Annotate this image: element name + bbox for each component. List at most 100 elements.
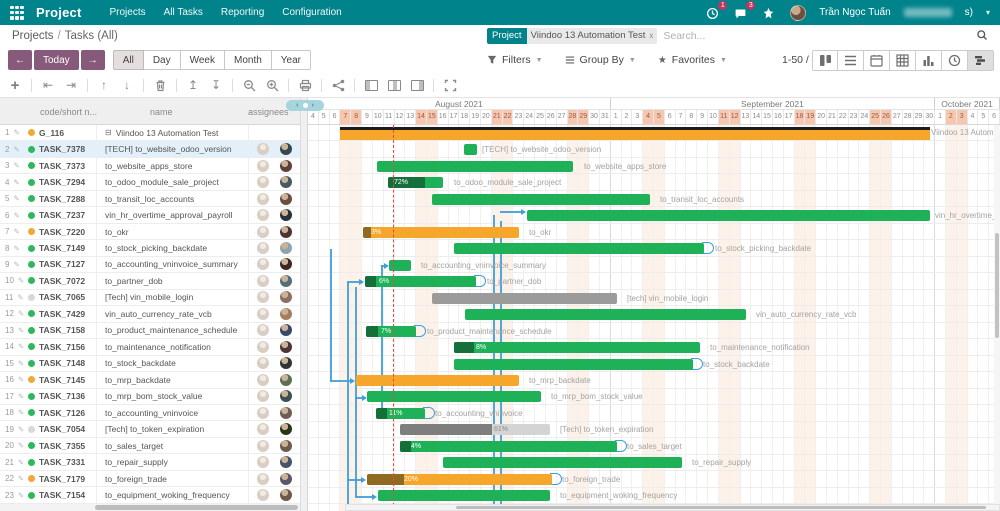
range-month-button[interactable]: Month [225, 50, 272, 70]
gantt-bar[interactable] [367, 391, 541, 403]
search-input[interactable]: Search... [663, 30, 706, 42]
gantt-bar[interactable] [465, 309, 746, 321]
assignee-avatar[interactable] [257, 406, 269, 419]
assignee-avatar[interactable] [280, 456, 292, 469]
assignee-avatar[interactable] [280, 209, 292, 222]
gantt-bar[interactable] [367, 473, 552, 485]
assignee-avatar[interactable] [257, 472, 269, 485]
assignee-avatar[interactable] [280, 472, 292, 485]
edit-pencil-icon[interactable]: ✎ [17, 457, 25, 467]
range-all-button[interactable]: All [112, 50, 144, 70]
assignee-avatar[interactable] [280, 439, 292, 452]
gantt-bar[interactable] [363, 226, 519, 238]
edit-pencil-icon[interactable]: ✎ [17, 292, 24, 302]
task-row[interactable]: 9 ✎ TASK_7127 to_accounting_vninvoice_summa… [0, 256, 300, 274]
edit-pencil-icon[interactable]: ✎ [17, 375, 25, 385]
zoom-in-button[interactable] [265, 76, 279, 94]
assignee-avatar[interactable] [257, 159, 269, 172]
fullscreen-button[interactable] [443, 76, 457, 94]
gantt-bar[interactable] [365, 276, 476, 288]
assignee-avatar[interactable] [280, 373, 292, 386]
task-row[interactable]: 18 ✎ TASK_7126 to_accounting_vninvoice [0, 404, 300, 422]
gantt-bar[interactable] [378, 490, 550, 502]
edit-pencil-icon[interactable]: ✎ [17, 358, 25, 368]
edit-pencil-icon[interactable]: ✎ [13, 227, 20, 237]
assignee-avatar[interactable] [257, 307, 269, 320]
move-up-button[interactable]: ↑ [97, 76, 111, 94]
kanban-view-icon[interactable] [812, 49, 838, 71]
assignee-avatar[interactable] [280, 390, 292, 403]
share-button[interactable] [331, 76, 345, 94]
task-row[interactable]: 11 ✎ TASK_7065 [Tech] vin_mobile_login [0, 289, 300, 307]
task-row[interactable]: 16 ✎ TASK_7145 to_mrp_backdate [0, 372, 300, 389]
splitter-handle[interactable]: ‹ › [286, 100, 324, 111]
edit-pencil-icon[interactable]: ✎ [13, 243, 20, 253]
assignee-avatar[interactable] [280, 225, 292, 238]
assignee-avatar[interactable] [280, 258, 292, 271]
facet-remove-icon[interactable]: x [649, 31, 654, 40]
edit-pencil-icon[interactable]: ✎ [13, 161, 20, 171]
gantt-bar[interactable] [454, 342, 700, 354]
assignee-avatar[interactable] [257, 209, 269, 222]
pivot-view-icon[interactable] [890, 49, 916, 71]
search-icon[interactable] [976, 29, 988, 44]
gantt-vscrollbar-thumb[interactable] [995, 233, 999, 338]
search-bar[interactable]: Project Viindoo 13 Automation Test x Sear… [487, 27, 988, 45]
assignee-avatar[interactable] [280, 324, 292, 337]
layout-left-button[interactable] [364, 76, 378, 94]
gantt-bar[interactable] [389, 259, 411, 271]
edit-pencil-icon[interactable]: ✎ [17, 309, 25, 319]
assignee-avatar[interactable] [257, 489, 269, 502]
assignee-avatar[interactable] [257, 324, 269, 337]
support-icon[interactable] [762, 5, 777, 20]
next-period-button[interactable]: → [80, 50, 105, 70]
gantt-bar[interactable] [377, 160, 573, 172]
filters-menu[interactable]: Filters ▼ [487, 54, 543, 66]
assignee-avatar[interactable] [280, 357, 292, 370]
assignee-avatar[interactable] [257, 456, 269, 469]
indent-button[interactable]: ⇥ [65, 78, 77, 92]
edit-pencil-icon[interactable]: ✎ [17, 342, 25, 352]
list-view-icon[interactable] [838, 49, 864, 71]
gantt-bar[interactable] [432, 193, 650, 205]
range-week-button[interactable]: Week [180, 50, 225, 70]
gantt-bar[interactable] [527, 210, 930, 222]
assignee-avatar[interactable] [257, 258, 269, 271]
assignee-avatar[interactable] [280, 423, 292, 436]
edit-pencil-icon[interactable]: ✎ [17, 325, 25, 335]
edit-pencil-icon[interactable]: ✎ [13, 210, 20, 220]
task-row[interactable]: 13 ✎ TASK_7158 to_product_maintenance_sched… [0, 322, 300, 340]
assignee-avatar[interactable] [257, 143, 269, 156]
edit-pencil-icon[interactable]: ✎ [13, 259, 20, 269]
task-row[interactable]: 21 ✎ TASK_7331 to_repair_supply [0, 454, 300, 471]
assignee-avatar[interactable] [257, 340, 269, 353]
gantt-bar[interactable] [376, 407, 425, 419]
delete-button[interactable] [153, 76, 167, 94]
task-row[interactable]: 8 ✎ TASK_7149 to_stock_picking_backdate [0, 240, 300, 257]
task-row[interactable]: 2 ✎ TASK_7378 [TECH] to_website_odoo_versio… [0, 141, 300, 158]
task-row[interactable]: 4 ✎ TASK_7294 to_odoo_module_sale_project [0, 174, 300, 191]
panel-splitter[interactable]: ‹ › [286, 98, 324, 511]
range-day-button[interactable]: Day [143, 50, 181, 70]
assignee-avatar[interactable] [280, 274, 292, 287]
edit-pencil-icon[interactable]: ✎ [17, 490, 25, 500]
gantt-bar[interactable] [432, 292, 617, 304]
assignee-avatar[interactable] [280, 340, 292, 353]
assignee-avatar[interactable] [257, 192, 269, 205]
gantt-bar[interactable] [340, 126, 930, 140]
assignee-avatar[interactable] [280, 192, 292, 205]
assignee-avatar[interactable] [257, 242, 269, 255]
assignee-avatar[interactable] [257, 291, 269, 304]
assignee-avatar[interactable] [257, 423, 269, 436]
gantt-bar[interactable] [454, 358, 693, 370]
task-row[interactable]: 19 ✎ TASK_7054 [Tech] to_token_expiration [0, 421, 300, 438]
collapse-rows-button[interactable]: ↥ [187, 78, 199, 92]
user-name[interactable]: Trần Ngọc Tuấn [819, 7, 891, 18]
edit-pencil-icon[interactable]: ✎ [13, 128, 20, 138]
add-task-button[interactable]: + [8, 76, 22, 94]
gantt-bar[interactable] [400, 440, 617, 452]
group-by-menu[interactable]: Group By ▼ [565, 54, 636, 66]
unindent-button[interactable]: ⇤ [42, 78, 54, 92]
edit-pencil-icon[interactable]: ✎ [17, 424, 25, 434]
assignee-avatar[interactable] [257, 225, 269, 238]
